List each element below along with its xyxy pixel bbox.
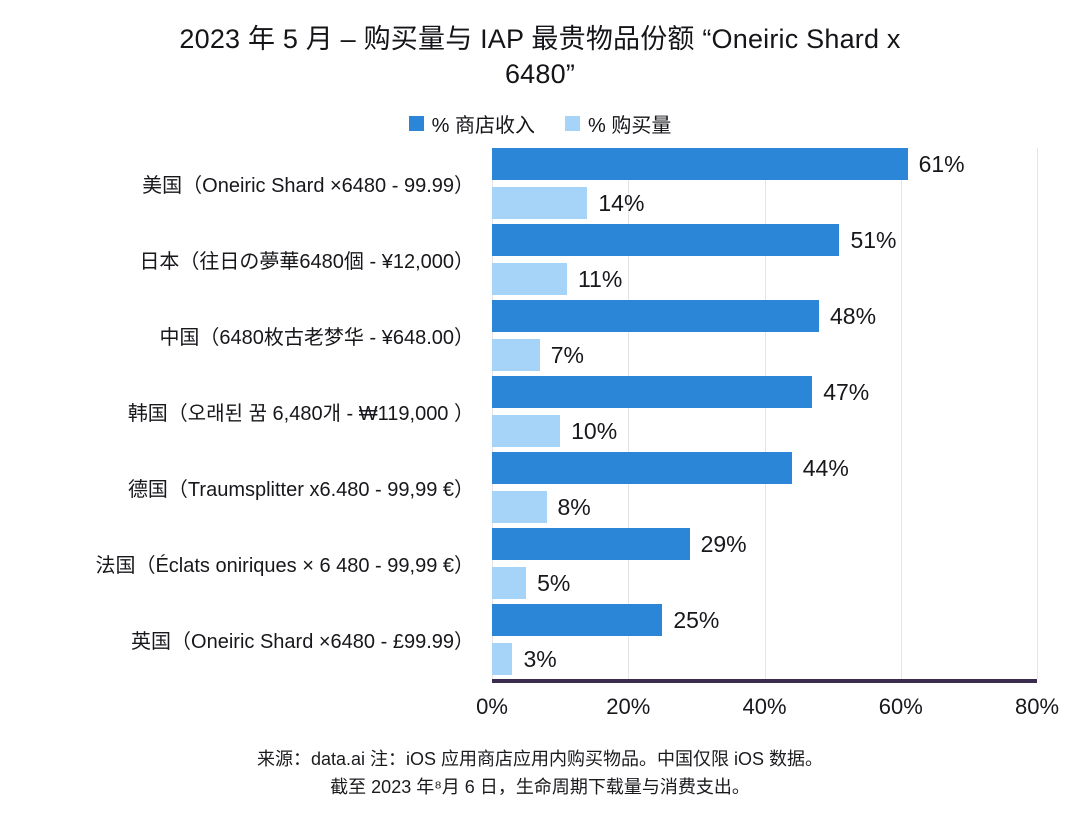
store-revenue-bar (492, 148, 908, 180)
bar-group: 61% 14% (492, 148, 1037, 219)
bar-group: 44% 8% (492, 452, 1037, 523)
bar-value-label: 14% (598, 189, 645, 216)
bar-value-label: 10% (571, 417, 618, 444)
bar-group: 29% 5% (492, 528, 1037, 599)
legend-swatch-icon (408, 116, 424, 131)
bar-group: 25% 3% (492, 604, 1037, 675)
purchase-volume-bar (492, 643, 513, 675)
bar-value-label: 29% (700, 530, 747, 557)
legend-swatch-icon (565, 116, 580, 131)
purchase-volume-bar (492, 263, 567, 295)
footer-line-2: 截至 2023 年⁸月 6 日，生命周期下载量与消费支出。 (330, 776, 750, 797)
bar-value-label: 61% (918, 150, 965, 177)
bar-row: 48% (492, 300, 1037, 332)
category-labels: 美国（Oneiric Shard ×6480 - 99.99） 日本（往日の夢華6… (16, 148, 474, 680)
bar-row: 8% (492, 491, 1037, 523)
store-revenue-bar (492, 452, 792, 484)
category-label: 韩国（오래된 꿈 6,480개 - ₩119,000 ） (127, 403, 474, 425)
bar-group: 51% 11% (492, 224, 1037, 295)
gridline (900, 148, 902, 679)
x-tick-label: 40% (742, 694, 787, 719)
store-revenue-bar (492, 224, 840, 256)
category-label: 英国（Oneiric Shard ×6480 - £99.99） (131, 631, 474, 653)
bar-row: 25% (492, 604, 1037, 636)
purchase-volume-bar (492, 567, 527, 599)
bar-value-label: 44% (802, 454, 849, 481)
store-revenue-bar (492, 300, 819, 332)
category-label: 中国（6480枚古老梦华 - ¥648.00） (159, 327, 474, 349)
bar-row: 14% (492, 187, 1037, 219)
store-revenue-bar (492, 376, 813, 408)
bar-row: 11% (492, 263, 1037, 295)
legend-item: % 商店收入 (408, 109, 535, 138)
bar-row: 29% (492, 528, 1037, 560)
category-label: 德国（Traumsplitter x6.480 - 99,99 €） (127, 479, 474, 501)
chart-area: 美国（Oneiric Shard ×6480 - 99.99） 日本（往日の夢華6… (0, 148, 1080, 683)
x-axis-ticks: 0% 20% 40% 60% 80% (476, 694, 1059, 722)
bar-group: 48% 7% (492, 300, 1037, 371)
bar-row: 10% (492, 415, 1037, 447)
bar-group: 47% 10% (492, 376, 1037, 447)
legend-label: % 购买量 (588, 115, 672, 137)
x-tick-label: 0% (476, 694, 508, 719)
gridline (628, 148, 630, 679)
category-label: 法国（Éclats oniriques × 6 480 - 99,99 €） (95, 555, 474, 577)
bar-row: 51% (492, 224, 1037, 256)
bar-groups: 61% 14% 51% 11% 48% 7% 47% 10% 44% 8% 29% 5% 25% 3% (492, 148, 1037, 679)
gridline (764, 148, 766, 679)
bar-value-label: 7% (550, 341, 584, 368)
purchase-volume-bar (492, 415, 561, 447)
gridline (1037, 148, 1038, 679)
bar-value-label: 51% (850, 226, 897, 253)
bar-value-label: 47% (823, 378, 870, 405)
bar-row: 5% (492, 567, 1037, 599)
chart-title: 2023 年 5 月 – 购买量与 IAP 最贵物品份额 “Oneiric Sh… (179, 24, 901, 90)
bar-value-label: 25% (673, 606, 720, 633)
bar-row: 47% (492, 376, 1037, 408)
plot-area: 61% 14% 51% 11% 48% 7% 47% 10% 44% 8% 29% 5% 25% 3% (492, 148, 1038, 683)
legend-item: % 购买量 (565, 109, 671, 138)
bar-value-label: 48% (830, 302, 877, 329)
bar-value-label: 11% (577, 265, 623, 292)
bar-row: 3% (492, 643, 1037, 675)
legend: % 商店收入 % 购买量 (0, 109, 1080, 138)
footer-note: 来源：data.ai 注：iOS 应用商店应用内购买物品。中国仅限 iOS 数据… (0, 746, 1080, 802)
gridline (492, 148, 493, 679)
bar-value-label: 8% (557, 493, 591, 520)
bar-value-label: 3% (523, 645, 557, 672)
purchase-volume-bar (492, 187, 588, 219)
bar-value-label: 5% (537, 569, 571, 596)
bar-row: 7% (492, 339, 1037, 371)
x-tick-label: 60% (878, 694, 923, 719)
category-label: 日本（往日の夢華6480個 - ¥12,000） (139, 251, 474, 273)
category-label: 美国（Oneiric Shard ×6480 - 99.99） (142, 175, 474, 197)
store-revenue-bar (492, 528, 690, 560)
bar-row: 44% (492, 452, 1037, 484)
x-tick-label: 20% (606, 694, 651, 719)
purchase-volume-bar (492, 339, 540, 371)
footer-line-1: 来源：data.ai 注：iOS 应用商店应用内购买物品。中国仅限 iOS 数据… (256, 749, 824, 769)
x-tick-label: 80% (1014, 694, 1060, 719)
bar-row: 61% (492, 148, 1037, 180)
legend-label: % 商店收入 (431, 115, 535, 137)
purchase-volume-bar (492, 491, 547, 523)
store-revenue-bar (492, 604, 663, 636)
